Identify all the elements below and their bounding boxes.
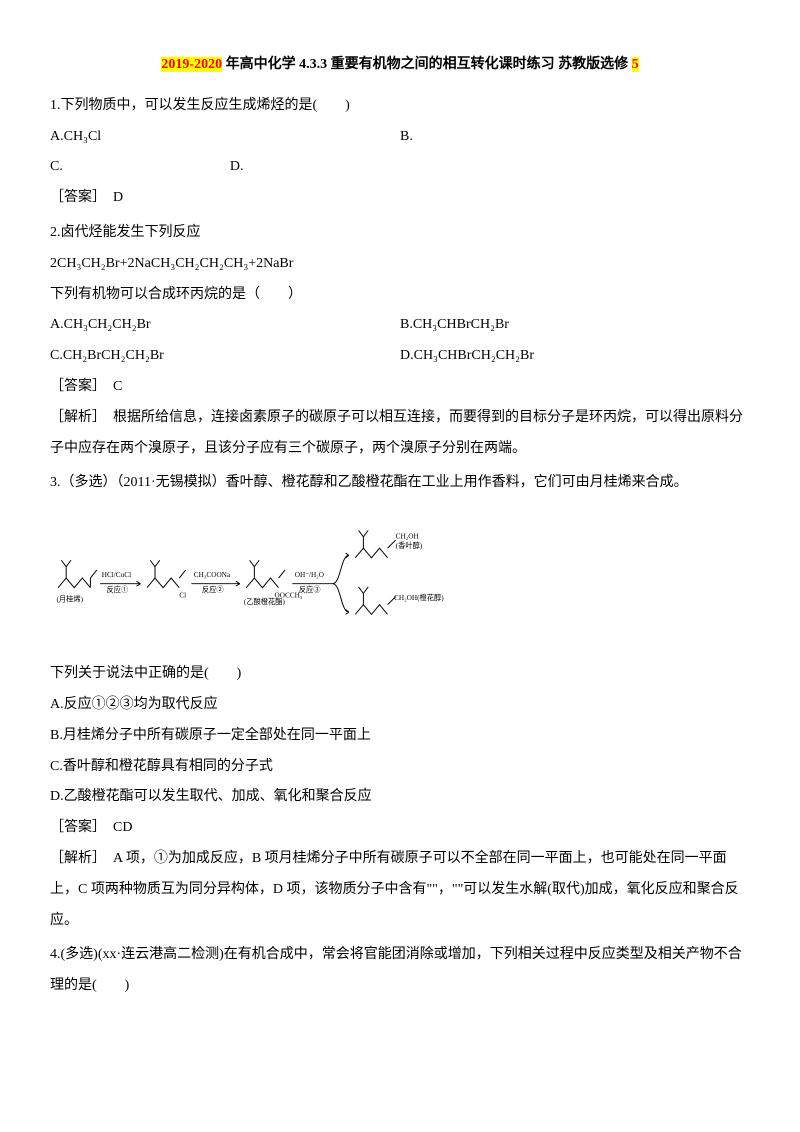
question-1: 1.下列物质中，可以发生反应生成烯烃的是( ) A.CH₃Cl B. C. D.… (50, 91, 750, 214)
q1-option-c: C. (50, 159, 63, 174)
q1-option-a: A.CH₃Cl (50, 122, 400, 153)
q2-answer: ［答案］ C (50, 372, 750, 403)
q1-option-b: B. (400, 122, 750, 153)
title-mid: 年高中化学 4.3.3 重要有机物之间的相互转化课时练习 苏教版选修 (222, 57, 632, 72)
q2-option-c: C.CH₂BrCH₂CH₂Br (50, 341, 400, 372)
q3-substem: 下列关于说法中正确的是( ) (50, 659, 750, 690)
diag-label-botoh: CH₂OH(橙花醇) (394, 593, 444, 602)
diag-label-r3: OH⁻/H₂O (295, 571, 324, 579)
q2-substem: 下列有机物可以合成环丙烷的是（ ） (50, 280, 750, 311)
q3-option-c: C.香叶醇和橙花醇具有相同的分子式 (50, 752, 750, 783)
diag-label-r1: HCl/CuCl (102, 571, 131, 579)
q3-option-a: A.反应①②③均为取代反应 (50, 690, 750, 721)
diag-label-r2: CH₃COONa (194, 571, 231, 579)
q3-option-d: D.乙酸橙花酯可以发生取代、加成、氧化和聚合反应 (50, 782, 750, 813)
diag-label-r3b: 反应③ (299, 585, 321, 594)
q2-option-b: B.CH₃CHBrCH₂Br (400, 310, 750, 341)
q4-stem: 4.(多选)(xx·连云港高二检测)在有机合成中，常会将官能团消除或增加，下列相… (50, 940, 750, 1002)
question-3: 3.（多选）（2011·无锡模拟）香叶醇、橙花醇和乙酸橙花酯在工业上用作香料，它… (50, 468, 750, 936)
diag-label-cl: Cl (179, 592, 186, 600)
title-year: 2019-2020 (161, 57, 222, 72)
q3-analysis: ［解析］ A 项，①为加成反应，B 项月桂烯分子中所有碳原子可以不全部在同一平面… (50, 844, 750, 936)
q2-stem: 2.卤代烃能发生下列反应 (50, 218, 750, 249)
diag-label-topoh: CH₂OH (396, 533, 420, 541)
q3-diagram: (月桂烯) HCl/CuCl 反应① Cl CH₃COONa 反应② OOCCH… (50, 511, 470, 653)
q2-analysis: ［解析］ 根据所给信息，连接卤素原子的碳原子可以相互连接，而要得到的目标分子是环… (50, 403, 750, 465)
diag-label-r1b: 反应① (107, 585, 129, 594)
q2-option-d: D.CH₃CHBrCH₂CH₂Br (400, 341, 750, 372)
q3-answer: ［答案］ CD (50, 813, 750, 844)
q1-option-d: D. (230, 159, 244, 174)
q3-option-b: B.月桂烯分子中所有碳原子一定全部处在同一平面上 (50, 721, 750, 752)
q2-option-a: A.CH₃CH₂CH₂Br (50, 310, 400, 341)
question-4: 4.(多选)(xx·连云港高二检测)在有机合成中，常会将官能团消除或增加，下列相… (50, 940, 750, 1002)
q1-stem: 1.下列物质中，可以发生反应生成烯烃的是( ) (50, 91, 750, 122)
question-2: 2.卤代烃能发生下列反应 2CH₃CH₂Br+2NaCH₃CH₂CH₂CH₃+2… (50, 218, 750, 464)
q2-equation: 2CH₃CH₂Br+2NaCH₃CH₂CH₂CH₃+2NaBr (50, 249, 750, 280)
title-tail: 5 (632, 57, 639, 72)
diag-label-yueguixi: (月桂烯) (56, 595, 83, 604)
q3-stem: 3.（多选）（2011·无锡模拟）香叶醇、橙花醇和乙酸橙花酯在工业上用作香料，它… (50, 468, 750, 499)
q1-answer: ［答案］ D (50, 183, 750, 214)
diag-label-r2b: 反应② (202, 585, 224, 594)
diag-label-ester: (乙酸橙花酯) (244, 597, 286, 606)
diag-label-toplab: (香叶醇) (396, 541, 423, 550)
